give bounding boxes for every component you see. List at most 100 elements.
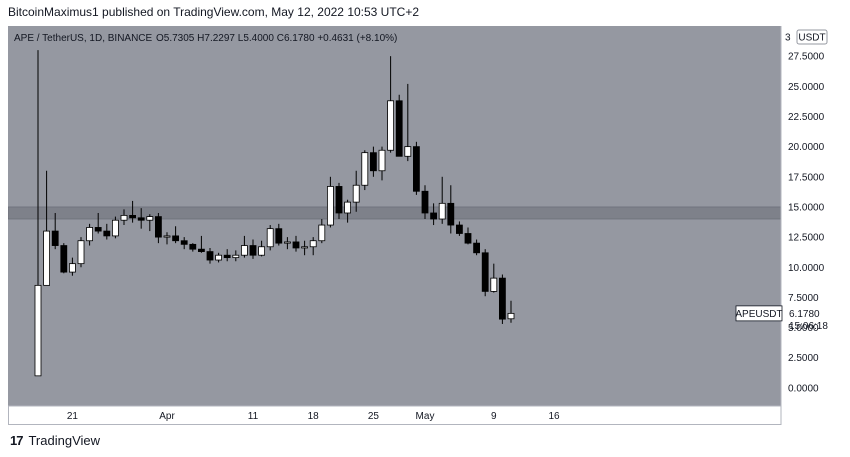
ohlc-value: 7.2297	[204, 33, 237, 44]
candle	[232, 250, 240, 262]
candle-body	[232, 254, 240, 259]
candle-body	[395, 100, 403, 157]
candle-body	[240, 245, 248, 256]
candle	[120, 209, 128, 226]
candle	[103, 223, 111, 240]
candle	[223, 249, 231, 262]
y-tick-label: 12.5000	[788, 233, 825, 244]
candle-body	[318, 224, 326, 242]
ohlc-readout: O5.7305 H7.2297 L5.4000 C6.1780 +0.4631 …	[156, 33, 397, 44]
candle-body	[387, 100, 395, 151]
candle-body	[283, 241, 291, 244]
candle	[43, 170, 50, 286]
x-tick-label: May	[416, 411, 435, 422]
y-tick-label: 2.5000	[788, 353, 819, 364]
candle-body	[473, 242, 481, 254]
x-tick-label: 21	[67, 411, 79, 422]
candle-body	[412, 146, 420, 192]
candle	[481, 249, 489, 297]
candle-body	[352, 184, 360, 203]
candle-body	[129, 214, 136, 219]
candle-body	[112, 219, 119, 237]
candle-body	[464, 233, 472, 244]
candle-body	[163, 235, 171, 238]
candle	[112, 216, 119, 239]
candle-body	[146, 216, 154, 221]
tradingview-logo[interactable]: 17	[10, 433, 24, 448]
last-price-value: 6.1780	[789, 309, 820, 320]
candle-body	[430, 212, 438, 220]
candle	[180, 237, 188, 250]
candle	[51, 212, 59, 250]
candle	[473, 239, 481, 256]
price-axis-background	[781, 26, 841, 425]
candle-body	[378, 149, 386, 172]
candle-body	[249, 245, 257, 256]
candle-body	[103, 230, 111, 237]
candle-body	[206, 251, 214, 261]
candle	[421, 185, 429, 220]
candle-body	[60, 245, 68, 273]
candle	[258, 240, 266, 257]
candle	[438, 176, 446, 224]
currency-badge[interactable]	[796, 29, 828, 45]
candle	[490, 263, 498, 293]
candle-body	[369, 152, 377, 172]
symbol-title: APE / TetherUS, 1D, BINANCE	[14, 33, 153, 44]
candle	[335, 182, 343, 220]
candlestick-chart[interactable]: 0.0000 2.5000 5.0000 7.5000 10.0000 12.5000 15…	[8, 26, 841, 425]
candle	[455, 221, 463, 236]
author-name[interactable]: BitcoinMaximus1	[8, 5, 99, 19]
candle	[404, 83, 412, 162]
y-tick-label-clipped: 3	[785, 33, 791, 44]
candle-body	[490, 277, 498, 292]
x-tick-label: 18	[308, 411, 320, 422]
candle-body	[154, 216, 162, 238]
candle-body	[94, 227, 102, 232]
candle-body	[344, 201, 352, 214]
x-tick-label: 25	[368, 411, 380, 422]
y-tick-label: 5.0000	[788, 323, 819, 334]
candle-body	[86, 227, 93, 242]
ohlc-key: L	[238, 33, 244, 44]
candle	[318, 219, 326, 244]
candle	[447, 185, 455, 234]
y-tick-label: 0.0000	[788, 383, 819, 394]
candle-body	[292, 241, 300, 249]
candle	[146, 214, 154, 232]
ohlc-change: +0.4631 (+8.10%)	[317, 33, 397, 44]
publish-info: published on TradingView.com, May 12, 20…	[102, 5, 420, 19]
bar-countdown: 15:06:18	[789, 321, 828, 332]
candle	[464, 227, 472, 245]
candle	[240, 235, 248, 258]
candle	[361, 150, 369, 191]
candle	[197, 235, 205, 253]
x-tick-label: 16	[548, 411, 560, 422]
candle-body	[335, 186, 343, 214]
candle	[309, 237, 317, 256]
candle-body	[137, 217, 145, 221]
candle	[395, 94, 403, 157]
candle-body	[498, 277, 506, 320]
candle	[129, 200, 136, 223]
candle-body	[309, 240, 317, 248]
candle	[430, 203, 438, 226]
candle	[94, 212, 102, 234]
candle-body	[438, 202, 446, 220]
candle-body	[326, 186, 334, 226]
candle	[387, 56, 395, 153]
candle	[137, 208, 145, 229]
candle-body	[69, 263, 76, 273]
candle-body	[43, 230, 50, 286]
candle-body	[223, 254, 231, 259]
candle	[266, 225, 274, 251]
candle	[172, 226, 180, 244]
y-tick-label: 15.0000	[788, 202, 825, 213]
candle	[352, 170, 360, 212]
brand-name[interactable]: TradingView	[28, 433, 101, 448]
time-axis: 21 Apr 11 18 25 May 9 16	[8, 405, 781, 422]
publish-header: BitcoinMaximus1 published on TradingView…	[8, 5, 419, 19]
candle-body	[447, 202, 455, 226]
candle	[215, 252, 223, 263]
candle-body	[34, 284, 42, 377]
